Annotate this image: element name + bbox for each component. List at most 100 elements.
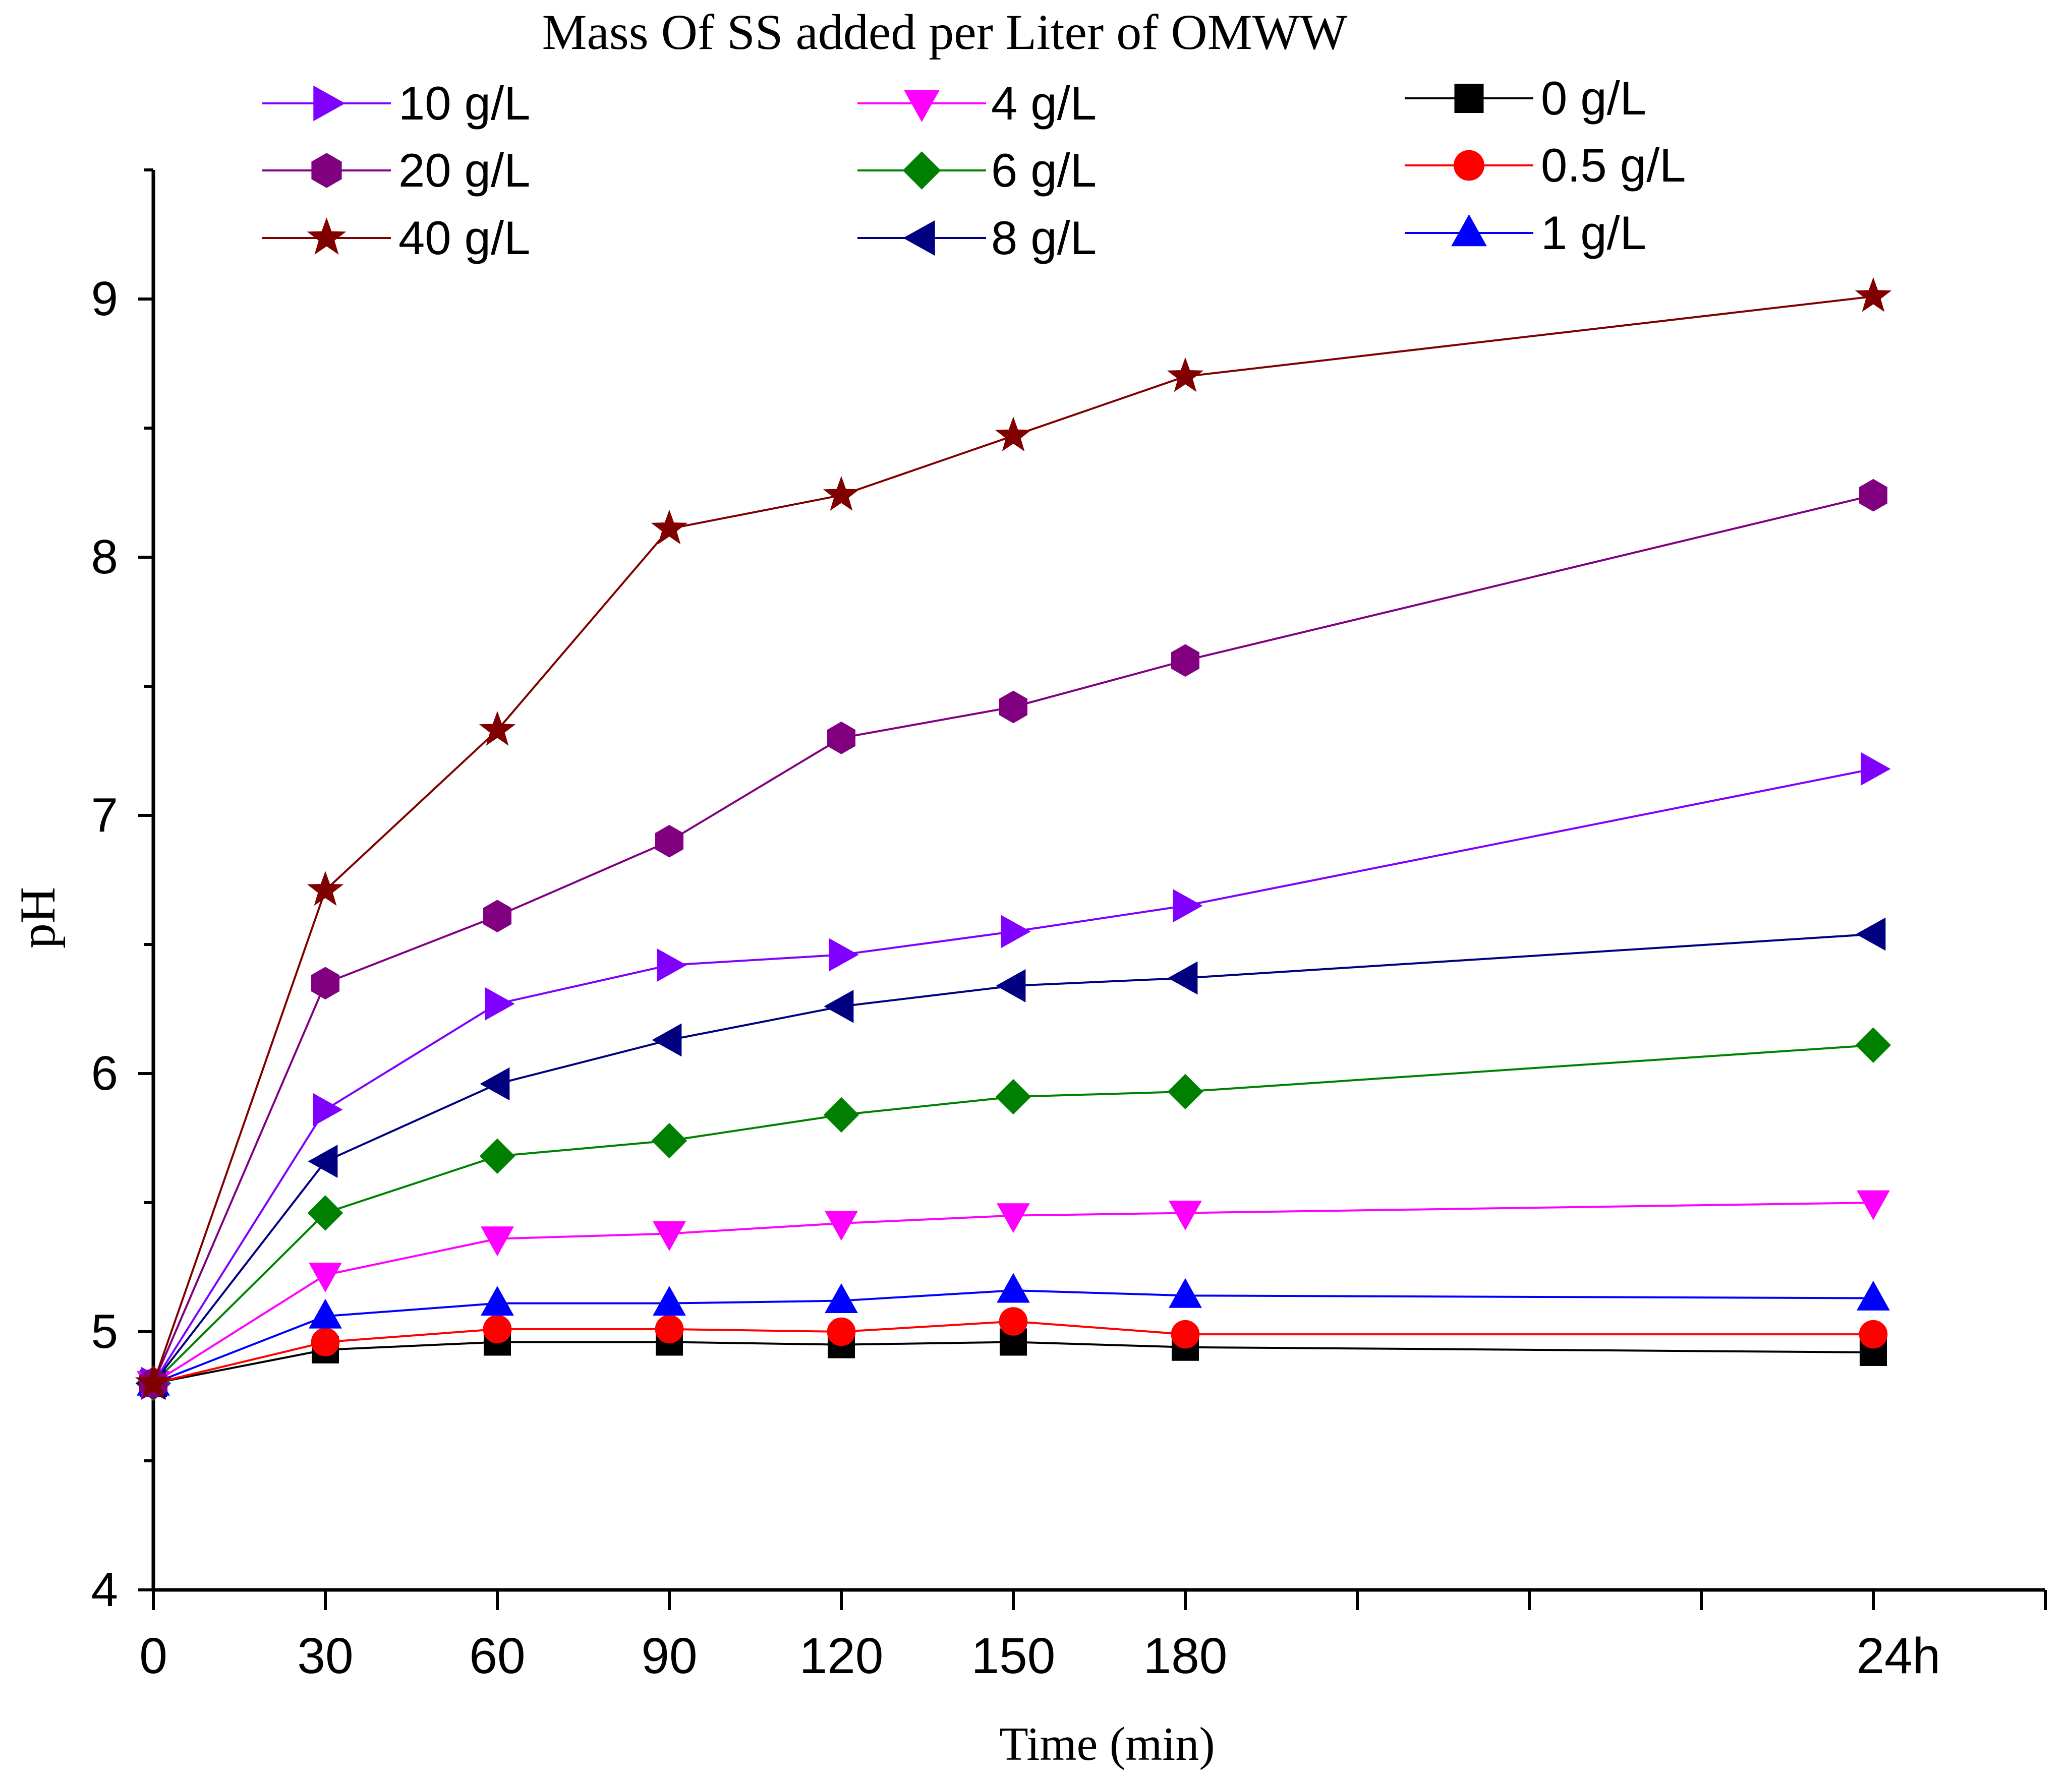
data-point — [313, 85, 346, 122]
x-axis-label: Time (min) — [999, 1718, 1215, 1770]
data-point — [308, 1145, 338, 1178]
data-point — [1169, 1278, 1202, 1308]
data-point — [903, 220, 935, 256]
data-point — [311, 153, 342, 188]
data-point — [902, 151, 941, 190]
data-point — [307, 217, 347, 255]
data-point — [1173, 889, 1203, 923]
data-point — [479, 1138, 515, 1174]
legend-item: 0.5 g/L — [1405, 139, 1686, 192]
data-point — [823, 1097, 859, 1133]
x-tick-label: 24h — [1857, 1628, 1941, 1684]
data-point — [485, 987, 515, 1021]
data-point — [653, 1221, 686, 1251]
series-40-g-L — [135, 277, 1892, 1399]
data-point — [479, 710, 516, 746]
data-point — [1859, 479, 1888, 512]
series-line — [152, 767, 1874, 1384]
legend-item: 10 g/L — [262, 77, 530, 130]
legend-label: 0 g/L — [1541, 72, 1646, 125]
series-line — [152, 494, 1874, 1384]
data-point — [1857, 1280, 1890, 1311]
y-axis-label: pH — [10, 887, 66, 948]
series-0-g-L — [140, 1328, 1887, 1397]
data-point — [824, 989, 854, 1023]
data-point — [483, 900, 512, 933]
data-point — [311, 967, 340, 1000]
data-point — [307, 871, 344, 906]
series-line — [153, 1341, 1874, 1385]
x-tick-label: 120 — [799, 1628, 884, 1684]
series-layer — [135, 277, 1892, 1401]
data-point — [1169, 1201, 1202, 1231]
data-point — [1171, 1320, 1200, 1349]
legend: 10 g/L 20 g/L 40 g/L 4 g/L 6 g/L 8 g/L 0 g/L 0.… — [262, 72, 1686, 264]
data-point — [1859, 1320, 1888, 1349]
data-point — [827, 722, 856, 754]
data-point — [135, 1364, 172, 1399]
data-point — [999, 690, 1028, 724]
legend-label: 8 g/L — [991, 211, 1097, 264]
legend-item: 4 g/L — [857, 77, 1097, 130]
legend-item: 6 g/L — [857, 144, 1097, 197]
data-point — [995, 1079, 1031, 1115]
data-point — [1451, 214, 1487, 247]
legend-item: 20 g/L — [262, 144, 530, 197]
data-point — [657, 948, 687, 982]
chart-title: Mass Of SS added per Liter of OMWW — [542, 4, 1348, 60]
legend-label: 0.5 g/L — [1541, 139, 1686, 192]
legend-label: 40 g/L — [398, 211, 530, 264]
data-point — [653, 1286, 686, 1316]
data-point — [1171, 644, 1200, 677]
data-point — [1857, 1190, 1890, 1220]
series-line — [152, 1044, 1874, 1384]
legend-label: 1 g/L — [1541, 206, 1646, 259]
data-point — [1168, 961, 1198, 995]
data-point — [313, 1093, 343, 1126]
data-point — [825, 1283, 858, 1313]
series-line — [152, 933, 1874, 1384]
data-point — [480, 1067, 510, 1101]
data-point — [651, 509, 688, 545]
series-1-g-L — [137, 1273, 1890, 1396]
data-point — [1454, 150, 1484, 181]
data-point — [995, 417, 1032, 452]
y-tick-label: 5 — [91, 1304, 118, 1358]
data-point — [829, 938, 859, 972]
data-point — [483, 1315, 512, 1344]
series-4-g-L — [137, 1190, 1890, 1401]
data-point — [827, 1317, 856, 1346]
y-tick-label: 6 — [91, 1046, 118, 1100]
data-point — [1855, 1027, 1891, 1063]
x-tick-label: 0 — [139, 1628, 167, 1684]
series-10-g-L — [141, 752, 1891, 1400]
data-point — [481, 1226, 514, 1257]
data-point — [1861, 752, 1891, 786]
x-tick-label: 30 — [297, 1628, 353, 1684]
data-point — [997, 1273, 1030, 1303]
data-point — [999, 1307, 1028, 1336]
data-point — [309, 1262, 342, 1292]
data-point — [655, 1315, 684, 1344]
data-point — [996, 969, 1026, 1002]
legend-item: 8 g/L — [857, 211, 1097, 264]
series-line — [152, 1202, 1874, 1385]
legend-item: 1 g/L — [1405, 206, 1646, 259]
data-point — [481, 1286, 514, 1316]
x-tick-label: 150 — [971, 1628, 1056, 1684]
data-point — [1856, 917, 1886, 951]
legend-item: 40 g/L — [262, 211, 530, 264]
data-point — [904, 90, 940, 123]
series-line — [153, 1289, 1874, 1385]
data-point — [1001, 915, 1031, 948]
data-point — [1454, 84, 1484, 113]
data-point — [823, 476, 860, 511]
legend-label: 6 g/L — [991, 144, 1097, 197]
data-point — [652, 1023, 682, 1057]
data-point — [1855, 277, 1892, 312]
y-tick-label: 9 — [91, 272, 118, 326]
x-tick-label: 60 — [469, 1628, 525, 1684]
series-line — [153, 1320, 1873, 1385]
